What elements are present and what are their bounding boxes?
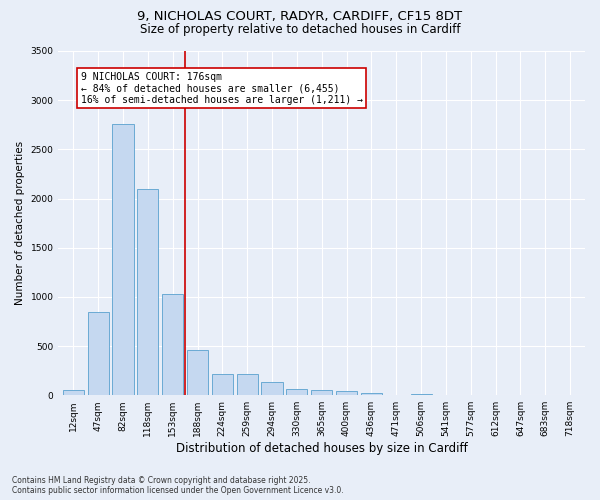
Bar bbox=[88, 312, 109, 395]
Bar bbox=[361, 392, 382, 395]
Text: 9, NICHOLAS COURT, RADYR, CARDIFF, CF15 8DT: 9, NICHOLAS COURT, RADYR, CARDIFF, CF15 … bbox=[137, 10, 463, 23]
Bar bbox=[410, 394, 431, 395]
Bar bbox=[262, 382, 283, 395]
Bar bbox=[336, 392, 357, 395]
Bar bbox=[187, 350, 208, 395]
Bar bbox=[112, 124, 134, 395]
Bar bbox=[236, 374, 258, 395]
Bar bbox=[311, 390, 332, 395]
Text: Size of property relative to detached houses in Cardiff: Size of property relative to detached ho… bbox=[140, 22, 460, 36]
Bar bbox=[63, 390, 84, 395]
Bar bbox=[137, 188, 158, 395]
X-axis label: Distribution of detached houses by size in Cardiff: Distribution of detached houses by size … bbox=[176, 442, 467, 455]
Bar bbox=[212, 374, 233, 395]
Bar bbox=[162, 294, 183, 395]
Text: 9 NICHOLAS COURT: 176sqm
← 84% of detached houses are smaller (6,455)
16% of sem: 9 NICHOLAS COURT: 176sqm ← 84% of detach… bbox=[81, 72, 363, 105]
Y-axis label: Number of detached properties: Number of detached properties bbox=[15, 141, 25, 305]
Bar bbox=[286, 389, 307, 395]
Text: Contains HM Land Registry data © Crown copyright and database right 2025.
Contai: Contains HM Land Registry data © Crown c… bbox=[12, 476, 344, 495]
